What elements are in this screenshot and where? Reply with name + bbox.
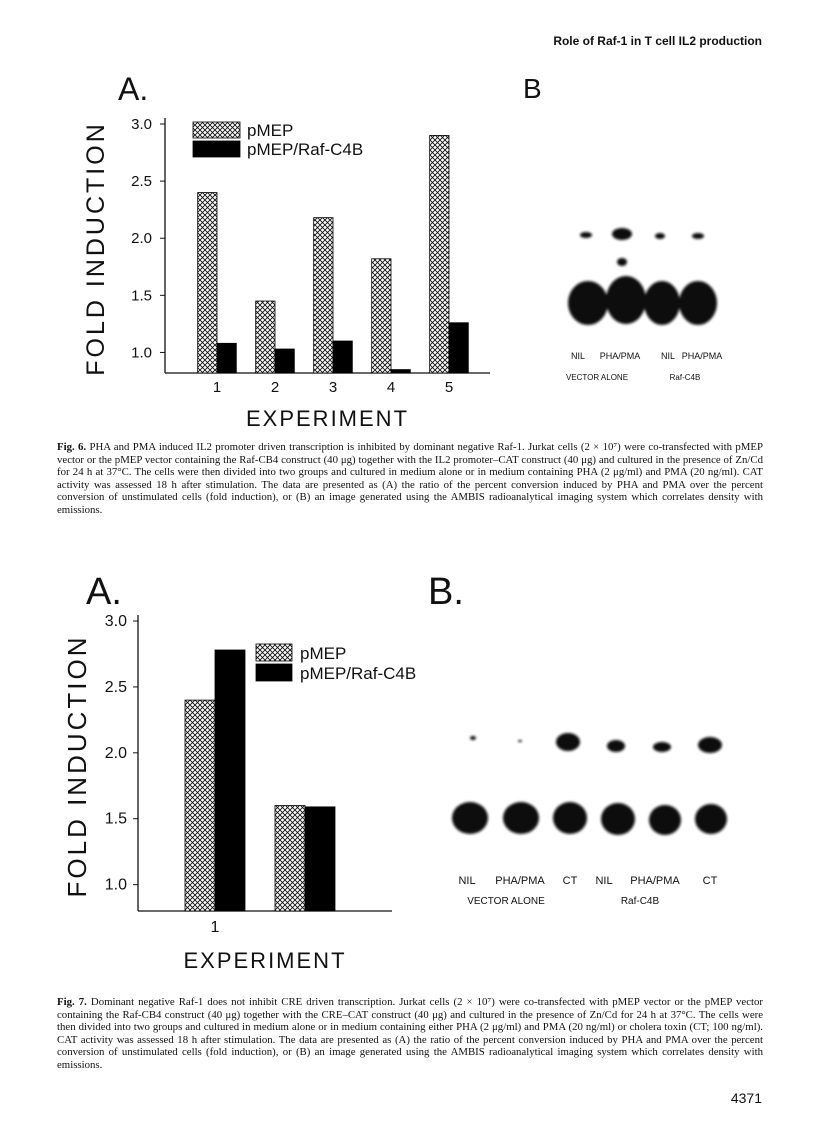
x-tick-label: 3 [329, 379, 337, 396]
legend-swatch [255, 643, 293, 662]
y-tick-label: 2.0 [131, 230, 152, 247]
bar [304, 806, 336, 912]
lane-label: PHA/PMA [495, 875, 545, 887]
panel-label: A. [118, 71, 148, 107]
y-tick-label: 2.5 [131, 173, 152, 190]
x-axis-label: EXPERIMENT [246, 406, 409, 431]
legend-label: pMEP/Raf-C4B [300, 664, 416, 683]
x-tick-label: 2 [271, 379, 279, 396]
legend-swatch [255, 663, 293, 682]
lane-label: NIL [661, 351, 675, 361]
caption-fig6: Fig. 6. PHA and PMA induced IL2 promoter… [57, 441, 763, 517]
caption-text: PHA and PMA induced IL2 promoter driven … [57, 441, 763, 516]
lane-label: PHA/PMA [630, 875, 680, 887]
y-tick-label: 1.0 [105, 877, 127, 894]
group-label: VECTOR ALONE [566, 373, 628, 382]
lane-label: NIL [458, 875, 475, 887]
group-label: VECTOR ALONE [467, 896, 545, 907]
bar [184, 699, 216, 912]
y-tick-label: 1.5 [105, 811, 127, 828]
bar [390, 369, 411, 374]
y-tick-label: 1.5 [131, 287, 152, 304]
legend-label: pMEP [247, 121, 293, 140]
bar [332, 340, 353, 374]
panel-label: A. [86, 571, 122, 613]
bar [216, 342, 237, 374]
bar [255, 300, 276, 374]
lane-label: PHA/PMA [682, 351, 723, 361]
caption-label: Fig. 7. [57, 996, 87, 1008]
bar [448, 322, 469, 374]
x-tick-label: 4 [387, 379, 395, 396]
group-label: Raf-C4B [670, 373, 701, 382]
page-number: 4371 [730, 1090, 762, 1106]
caption-fig7: Fig. 7. Dominant negative Raf-1 does not… [57, 996, 763, 1072]
group-label: Raf-C4B [621, 896, 660, 907]
bar [197, 192, 218, 374]
y-tick-label: 2.0 [105, 745, 127, 762]
y-tick-label: 3.0 [131, 116, 152, 133]
gel-image-fig7 [452, 733, 727, 835]
bar [274, 805, 306, 912]
x-tick-label: 1 [213, 379, 221, 396]
bar [313, 217, 334, 374]
x-axis-label: EXPERIMENT [183, 948, 346, 973]
y-axis-label: FOLD INDUCTION [82, 121, 110, 376]
bar [429, 135, 450, 374]
legend-swatch [192, 121, 241, 139]
running-title: Role of Raf-1 in T cell IL2 production [553, 34, 762, 48]
panel-label: B. [428, 571, 464, 613]
lane-label: NIL [571, 351, 585, 361]
y-tick-label: 3.0 [105, 613, 127, 630]
legend-label: pMEP/Raf-C4B [247, 140, 363, 159]
lane-label: CT [563, 875, 578, 887]
bar [371, 258, 392, 374]
lane-label: CT [703, 875, 718, 887]
y-tick-label: 2.5 [105, 679, 127, 696]
bar [214, 649, 246, 912]
y-tick-label: 1.0 [131, 344, 152, 361]
caption-label: Fig. 6. [57, 441, 87, 453]
caption-text: Dominant negative Raf-1 does not inhibit… [57, 996, 764, 1071]
bar [274, 348, 295, 374]
x-tick-label: 1 [211, 919, 220, 936]
y-axis-label: FOLD INDUCTION [62, 635, 92, 898]
lane-label: NIL [595, 875, 612, 887]
panel-label: B [523, 73, 542, 104]
lane-label: PHA/PMA [600, 351, 641, 361]
gel-image-fig6 [568, 228, 717, 325]
x-tick-label: 5 [445, 379, 453, 396]
legend-swatch [192, 140, 241, 158]
legend-label: pMEP [300, 644, 346, 663]
